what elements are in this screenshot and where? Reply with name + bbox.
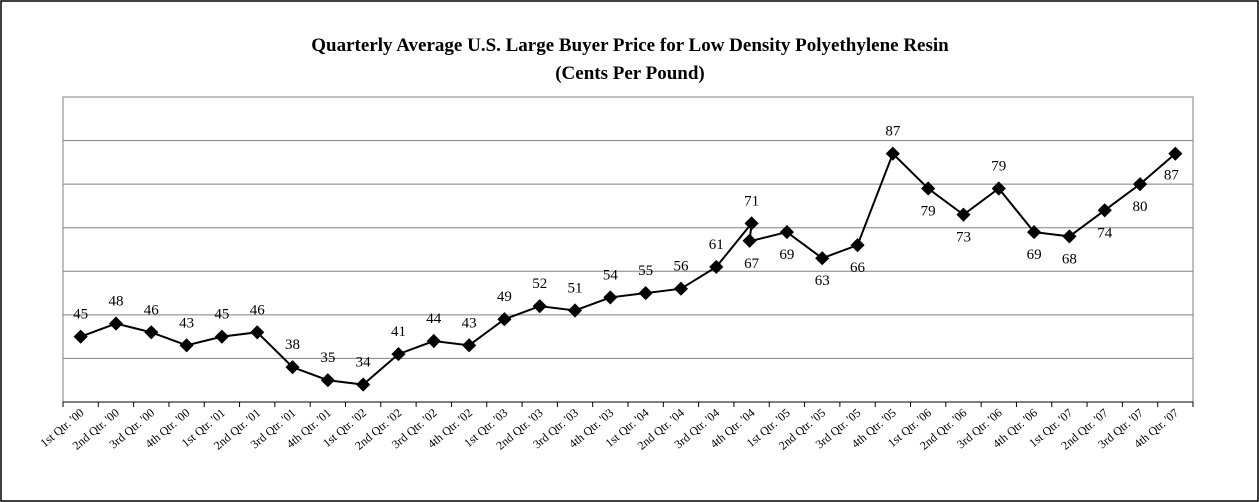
marker — [638, 286, 653, 301]
marker — [356, 377, 371, 392]
marker — [1168, 146, 1183, 161]
data-label: 73 — [956, 230, 971, 246]
marker — [673, 281, 689, 296]
data-label: 43 — [179, 315, 194, 331]
data-label: 80 — [1133, 199, 1148, 215]
data-label: 63 — [815, 273, 830, 289]
data-label: 41 — [391, 324, 406, 340]
marker — [742, 233, 757, 248]
marker — [391, 347, 406, 362]
data-label: 46 — [144, 302, 160, 318]
data-label: 69 — [779, 247, 794, 263]
chart-title: Quarterly Average U.S. Large Buyer Price… — [311, 35, 949, 56]
marker — [1027, 225, 1042, 240]
marker — [532, 299, 547, 314]
data-label: 87 — [885, 124, 901, 140]
data-label: 46 — [250, 302, 266, 318]
data-label: 66 — [850, 260, 866, 276]
data-label: 45 — [214, 307, 229, 323]
marker — [1132, 177, 1148, 192]
marker — [250, 325, 265, 340]
data-label: 38 — [285, 337, 300, 353]
data-label: 35 — [320, 350, 335, 366]
data-label: 87 — [1164, 168, 1180, 184]
marker — [709, 259, 724, 274]
marker — [497, 312, 512, 327]
marker — [214, 329, 229, 344]
marker — [179, 338, 194, 353]
marker — [73, 329, 88, 344]
marker — [744, 216, 759, 231]
marker — [885, 146, 900, 161]
data-label: 44 — [426, 311, 442, 327]
data-label: 67 — [744, 256, 760, 272]
marker — [462, 338, 477, 353]
data-label: 52 — [532, 276, 547, 292]
data-label: 54 — [603, 267, 619, 283]
data-label: 43 — [462, 315, 477, 331]
marker — [1097, 203, 1112, 218]
marker — [1062, 229, 1077, 244]
data-label: 51 — [568, 281, 583, 297]
marker — [921, 181, 936, 196]
data-label: 49 — [497, 289, 512, 305]
plot-area — [62, 96, 1194, 403]
marker — [426, 333, 441, 349]
marker — [285, 360, 300, 375]
data-label: 79 — [991, 159, 1006, 175]
marker — [815, 251, 830, 266]
data-label: 34 — [356, 355, 372, 371]
marker — [956, 207, 971, 222]
data-label: 74 — [1097, 225, 1113, 241]
data-label: 56 — [673, 259, 689, 275]
chart-subtitle: (Cents Per Pound) — [555, 63, 705, 84]
marker — [567, 303, 583, 318]
marker — [779, 225, 794, 240]
marker — [320, 373, 335, 388]
data-label: 71 — [744, 193, 759, 209]
marker — [144, 325, 159, 340]
marker — [850, 238, 865, 253]
marker — [603, 290, 618, 305]
marker — [991, 181, 1006, 196]
data-label: 68 — [1062, 251, 1077, 267]
data-label: 48 — [108, 294, 123, 310]
data-label: 61 — [709, 237, 724, 253]
marker — [108, 316, 124, 331]
data-label: 55 — [638, 263, 653, 279]
data-label: 79 — [921, 204, 936, 220]
data-label: 69 — [1027, 247, 1042, 263]
data-label: 45 — [73, 307, 88, 323]
